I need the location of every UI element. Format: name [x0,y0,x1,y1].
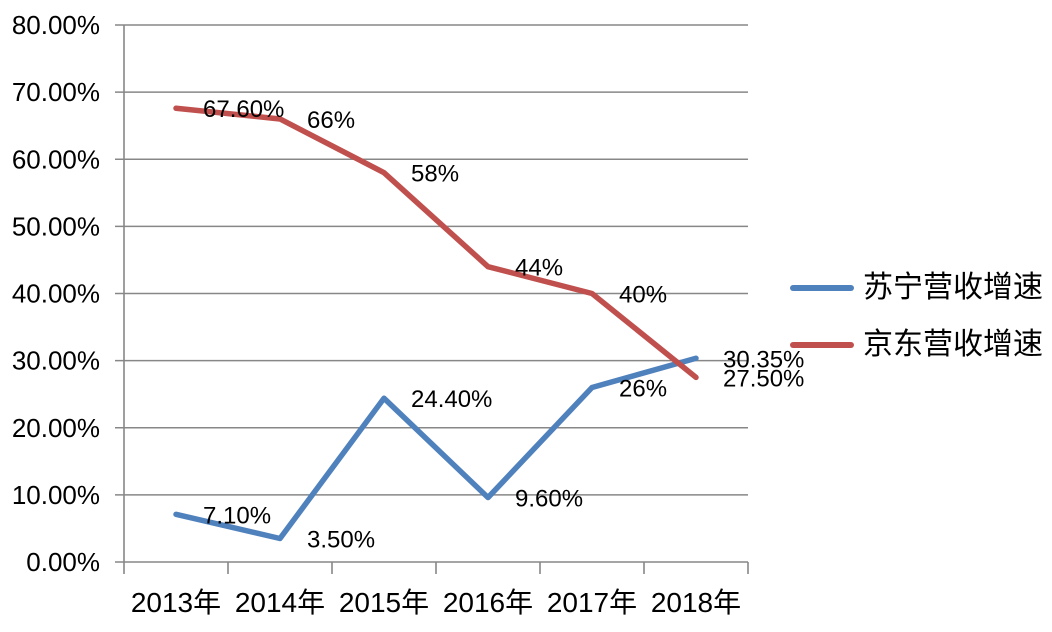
svg-text:2018年: 2018年 [651,587,741,618]
svg-text:27.50%: 27.50% [723,365,804,392]
legend-label: 苏宁营收增速 [863,271,1043,304]
svg-text:0.00%: 0.00% [26,547,100,577]
svg-text:2015年: 2015年 [339,587,429,618]
svg-text:2016年: 2016年 [443,587,533,618]
legend-label: 京东营收增速 [863,328,1043,361]
legend-swatch [790,285,854,291]
svg-text:9.60%: 9.60% [515,486,583,513]
svg-text:67.60%: 67.60% [203,96,284,123]
svg-text:2014年: 2014年 [235,587,325,618]
svg-text:70.00%: 70.00% [12,77,100,107]
svg-text:24.40%: 24.40% [411,386,492,413]
svg-text:40.00%: 40.00% [12,279,100,309]
svg-text:66%: 66% [307,107,355,134]
svg-text:30.35%: 30.35% [723,346,804,373]
legend-item-jd: 京东营收增速 [790,323,1043,367]
svg-text:58%: 58% [411,161,459,188]
svg-text:30.00%: 30.00% [12,346,100,376]
svg-text:50.00%: 50.00% [12,211,100,241]
svg-text:3.50%: 3.50% [307,527,375,554]
legend-item-suning: 苏宁营收增速 [790,266,1043,310]
svg-text:2013年: 2013年 [131,587,221,618]
svg-text:10.00%: 10.00% [12,480,100,510]
svg-text:60.00%: 60.00% [12,144,100,174]
svg-text:2017年: 2017年 [547,587,637,618]
legend-swatch [790,342,854,348]
svg-text:26%: 26% [619,375,667,402]
legend: 苏宁营收增速 京东营收增速 [790,266,1043,367]
svg-text:80.00%: 80.00% [12,10,100,40]
svg-text:44%: 44% [515,255,563,282]
svg-text:20.00%: 20.00% [12,413,100,443]
svg-text:7.10%: 7.10% [203,502,271,529]
svg-text:40%: 40% [619,282,667,309]
